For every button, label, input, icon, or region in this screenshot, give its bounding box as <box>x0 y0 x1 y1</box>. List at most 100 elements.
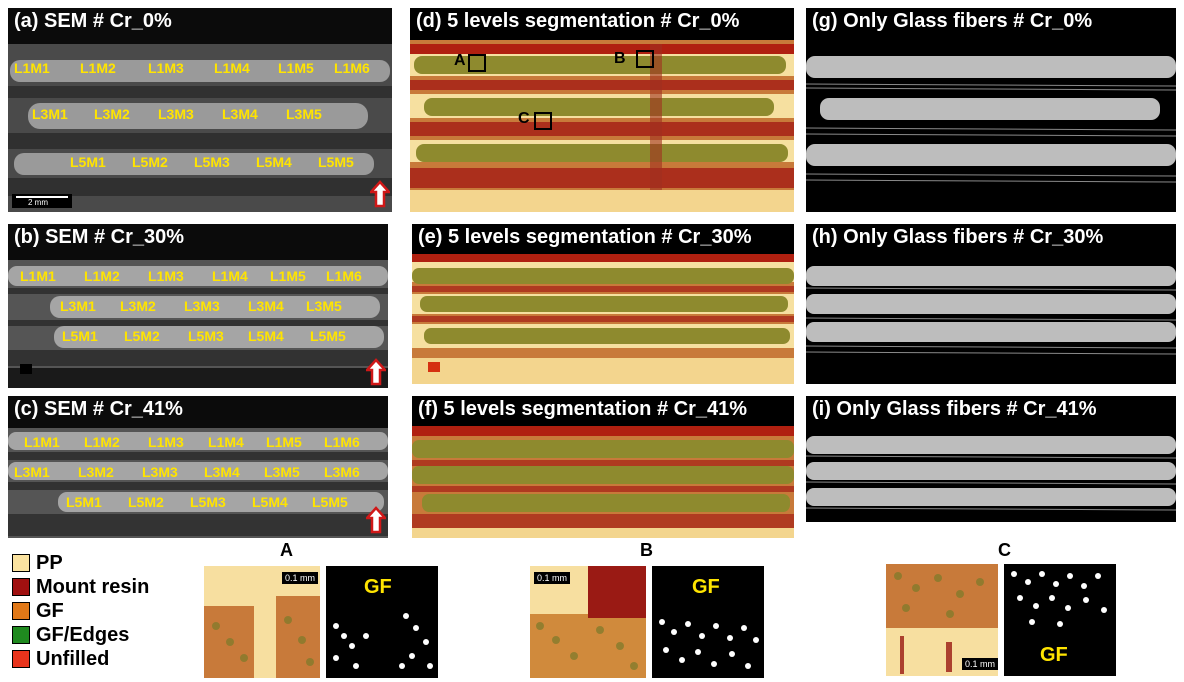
module-label: L1M3 <box>148 434 184 450</box>
panel-c-image <box>8 396 388 538</box>
legend-swatch <box>12 650 30 668</box>
panel-h-glass-fibers: (h) Only Glass fibers # Cr_30% <box>806 224 1176 384</box>
zoom-a-letter: A <box>280 540 293 560</box>
module-label: L3M1 <box>32 106 68 122</box>
module-label: L1M5 <box>270 268 306 284</box>
module-label: L5M2 <box>132 154 168 170</box>
module-label: L3M4 <box>204 464 240 480</box>
zoom-c-gf-label: GF <box>1040 644 1068 666</box>
module-label: L3M5 <box>264 464 300 480</box>
panel-f-image <box>412 426 794 538</box>
panel-i-glass-fibers: (i) Only Glass fibers # Cr_41% <box>806 396 1176 522</box>
panel-f-segmentation: (f) 5 levels segmentation # Cr_41% <box>412 396 794 538</box>
module-label: L5M1 <box>66 494 102 510</box>
up-arrow-icon <box>366 506 386 534</box>
panel-d-segmentation: (d) 5 levels segmentation # Cr_0% A B C <box>410 8 794 212</box>
zoom-b-letter: B <box>640 540 653 560</box>
legend-swatch <box>12 602 30 620</box>
panel-g-image <box>806 56 1176 183</box>
panel-c-sem: (c) SEM # Cr_41% L1M1 L1M2 L1M3 L1M4 L1M… <box>8 396 388 538</box>
module-label: L3M2 <box>94 106 130 122</box>
module-label: L1M1 <box>20 268 56 284</box>
legend-swatch <box>12 578 30 596</box>
legend-item-gf-edges: GF/Edges <box>12 624 129 646</box>
panel-i-title: (i) Only Glass fibers # Cr_41% <box>812 398 1097 420</box>
module-label: L1M6 <box>334 60 370 76</box>
zoom-box-b <box>636 50 654 68</box>
panel-d-title: (d) 5 levels segmentation # Cr_0% <box>416 10 740 32</box>
module-label: L3M1 <box>14 464 50 480</box>
module-label: L5M4 <box>248 328 284 344</box>
zoom-box-a-label: A <box>454 52 466 69</box>
panel-d-image <box>410 40 794 212</box>
up-arrow-icon <box>366 358 386 386</box>
module-label: L3M6 <box>324 464 360 480</box>
zoom-c-scale: 0.1 mm <box>962 658 998 670</box>
module-label: L5M2 <box>128 494 164 510</box>
module-label: L1M4 <box>212 268 248 284</box>
panel-g-glass-fibers: (g) Only Glass fibers # Cr_0% <box>806 8 1176 212</box>
zoom-c-segmented: 0.1 mm <box>886 564 998 676</box>
module-label: L3M5 <box>306 298 342 314</box>
panel-b-image <box>8 224 388 388</box>
module-label: L5M5 <box>310 328 346 344</box>
legend-item-mount-resin: Mount resin <box>12 576 149 598</box>
legend-label: Mount resin <box>36 575 150 598</box>
zoom-box-c <box>534 112 552 130</box>
panel-b-sem: (b) SEM # Cr_30% L1M1 L1M2 L1M3 L1M4 L1M… <box>8 224 388 388</box>
panel-a-image <box>8 8 392 212</box>
scale-bar: 2 mm <box>12 194 72 208</box>
legend-item-pp: PP <box>12 552 63 574</box>
module-label: L3M5 <box>286 106 322 122</box>
zoom-b-gf: GF <box>652 566 764 678</box>
scale-bar-label: 2 mm <box>28 198 48 207</box>
module-label: L1M3 <box>148 60 184 76</box>
legend-label: GF/Edges <box>36 623 130 646</box>
module-label: L1M2 <box>84 268 120 284</box>
panel-g-title: (g) Only Glass fibers # Cr_0% <box>812 10 1093 32</box>
zoom-b-segmented: 0.1 mm <box>530 566 646 678</box>
panel-e-image <box>412 254 794 384</box>
module-label: L3M1 <box>60 298 96 314</box>
zoom-c-letter: C <box>998 540 1011 560</box>
zoom-b-gf-label: GF <box>692 576 720 598</box>
panel-c-title: (c) SEM # Cr_41% <box>14 398 183 420</box>
module-label: L3M2 <box>78 464 114 480</box>
legend-swatch <box>12 626 30 644</box>
module-label: L3M2 <box>120 298 156 314</box>
module-label: L5M4 <box>252 494 288 510</box>
module-label: L1M2 <box>80 60 116 76</box>
up-arrow-icon <box>370 180 390 208</box>
zoom-box-b-label: B <box>614 50 626 67</box>
panel-b-title: (b) SEM # Cr_30% <box>14 226 185 248</box>
module-label: L5M3 <box>194 154 230 170</box>
module-label: L5M1 <box>70 154 106 170</box>
module-label: L5M5 <box>312 494 348 510</box>
module-label: L1M3 <box>148 268 184 284</box>
zoom-a-scale: 0.1 mm <box>282 572 319 584</box>
module-label: L3M3 <box>184 298 220 314</box>
zoom-c-gf: GF <box>1004 564 1116 676</box>
module-label: L5M5 <box>318 154 354 170</box>
panel-a-sem: (a) SEM # Cr_0% L1M1 L1M2 L1M3 L1M4 L1M5… <box>8 8 392 212</box>
module-label: L1M1 <box>24 434 60 450</box>
module-label: L3M4 <box>248 298 284 314</box>
module-label: L5M2 <box>124 328 160 344</box>
zoom-box-a <box>468 54 486 72</box>
panel-h-image <box>806 266 1176 355</box>
module-label: L1M5 <box>266 434 302 450</box>
module-label: L1M4 <box>214 60 250 76</box>
module-label: L1M2 <box>84 434 120 450</box>
legend-item-gf: GF <box>12 600 64 622</box>
module-label: L1M4 <box>208 434 244 450</box>
zoom-b-scale: 0.1 mm <box>534 572 571 584</box>
legend-label: GF <box>36 599 64 622</box>
zoom-a-gf-label: GF <box>364 576 392 598</box>
module-label: L1M1 <box>14 60 50 76</box>
panel-f-title: (f) 5 levels segmentation # Cr_41% <box>418 398 748 420</box>
zoom-a-gf: GF <box>326 566 438 678</box>
module-label: L1M6 <box>326 268 362 284</box>
module-label: L1M5 <box>278 60 314 76</box>
module-label: L5M3 <box>188 328 224 344</box>
legend-label: PP <box>36 551 63 574</box>
